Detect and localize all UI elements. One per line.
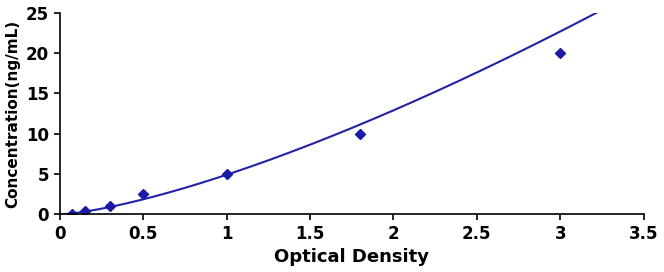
Y-axis label: Concentration(ng/mL): Concentration(ng/mL) [5, 20, 21, 208]
X-axis label: Optical Density: Optical Density [274, 248, 429, 267]
